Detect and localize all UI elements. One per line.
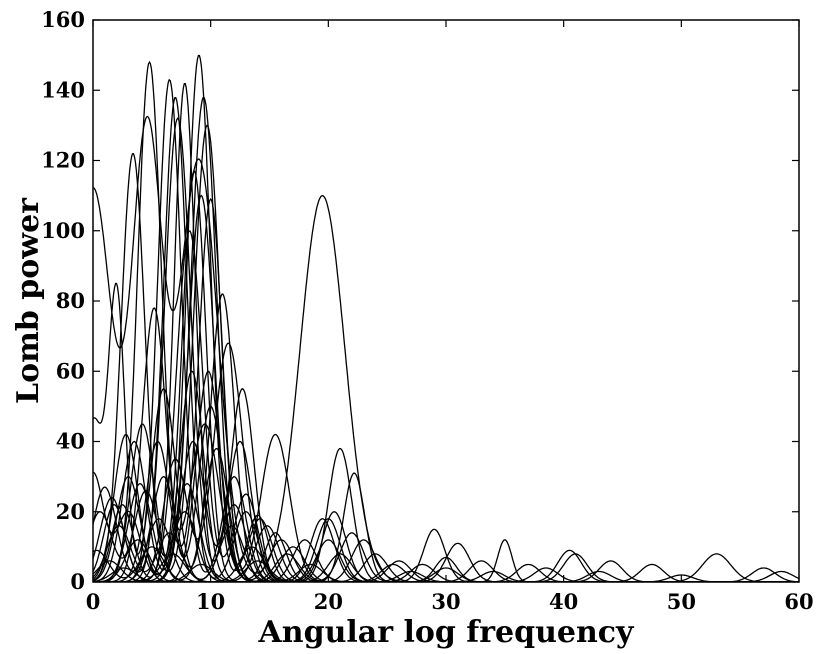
x-tick-label: 0 xyxy=(86,589,101,614)
y-tick-label: 0 xyxy=(70,569,85,594)
y-tick-label: 40 xyxy=(56,429,85,454)
series-line-8 xyxy=(93,153,799,582)
series-line-20 xyxy=(93,370,799,582)
series-line-12 xyxy=(93,194,799,582)
x-tick-label: 60 xyxy=(784,589,813,614)
y-tick-label: 20 xyxy=(56,499,85,524)
y-tick-label: 80 xyxy=(56,288,85,313)
series-line-5 xyxy=(93,83,799,582)
x-tick-label: 20 xyxy=(314,589,343,614)
series-line-10 xyxy=(93,117,799,582)
series-line-9 xyxy=(93,124,799,582)
x-tick-label: 10 xyxy=(196,589,225,614)
series-line-18 xyxy=(93,342,799,582)
y-tick-label: 60 xyxy=(56,358,85,383)
series-line-16 xyxy=(93,307,799,582)
series-line-27 xyxy=(93,525,799,582)
series-line-11 xyxy=(93,170,799,582)
series-line-15 xyxy=(93,293,799,582)
series-line-21 xyxy=(93,423,799,582)
y-tick-label: 160 xyxy=(41,7,85,32)
plot-frame xyxy=(92,19,800,583)
series-line-22 xyxy=(93,471,799,582)
x-tick-label: 40 xyxy=(549,589,578,614)
series-line-13 xyxy=(93,197,799,582)
series-layer xyxy=(93,54,799,582)
y-tick-label: 120 xyxy=(41,148,85,173)
x-tick-label: 30 xyxy=(431,589,460,614)
series-line-14 xyxy=(93,230,799,582)
y-tick-label: 100 xyxy=(41,218,85,243)
series-line-7 xyxy=(93,96,799,582)
y-tick-label: 140 xyxy=(41,77,85,102)
x-axis-label: Angular log frequency xyxy=(258,615,636,650)
tick-layer: 0 10 20 30 40 50 60 0 20 40 60 80 100 120 140 160 xyxy=(41,7,813,614)
series-line-4 xyxy=(93,78,799,582)
y-axis-label: Lomb power xyxy=(11,197,46,404)
x-tick-label: 50 xyxy=(667,589,696,614)
